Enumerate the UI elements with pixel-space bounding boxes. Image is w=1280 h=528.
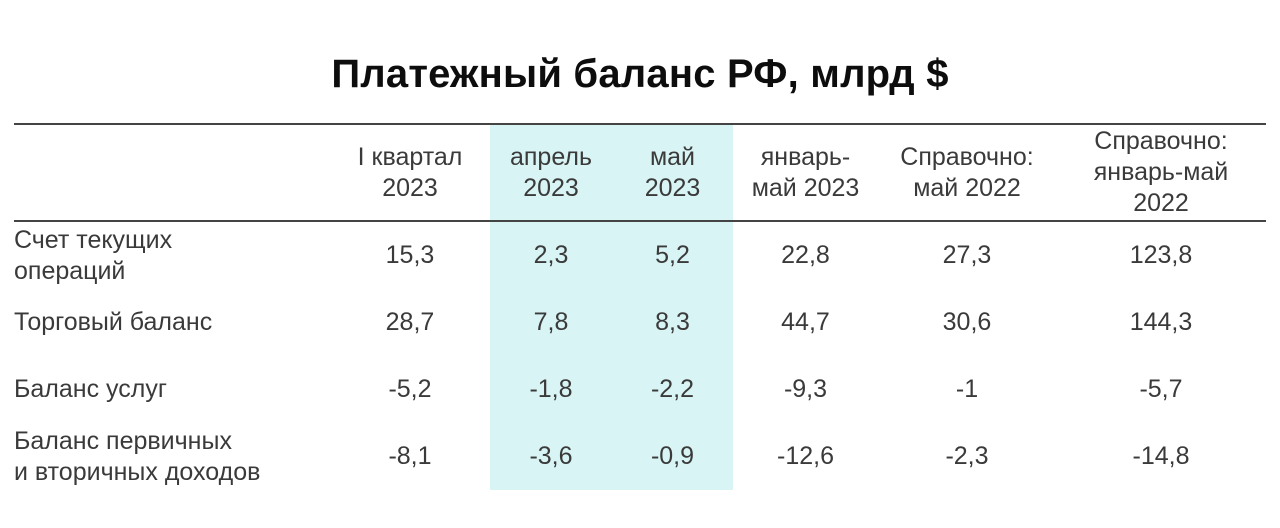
value-cell: 2,3 xyxy=(490,222,612,289)
column-header-may-2022: Справочно: май 2022 xyxy=(878,123,1056,222)
value-cell: 15,3 xyxy=(385,241,435,269)
value-cell: -1,8 xyxy=(490,356,612,423)
value-cell: -1 xyxy=(955,375,979,403)
column-header-april-2023: апрель 2023 xyxy=(490,123,612,222)
value-cell: 28,7 xyxy=(385,308,435,336)
value-cell: -9,3 xyxy=(783,375,828,403)
column-header-q1-2023: I квартал 2023 xyxy=(330,123,490,222)
row-label-services-balance: Баланс услуг xyxy=(14,375,167,403)
value-cell: -5,7 xyxy=(1139,375,1183,403)
page: Платежный баланс РФ, млрд $ I квартал 20… xyxy=(0,50,1280,528)
balance-table: I квартал 2023 апрель 2023 май 2023 янва… xyxy=(14,123,1266,490)
column-header-jan-may-2023: январь- май 2023 xyxy=(733,123,878,222)
row-label-current-account: Счет текущих операций xyxy=(14,225,173,285)
value-cell: 44,7 xyxy=(781,308,830,336)
column-header-may-2023: май 2023 xyxy=(612,123,733,222)
value-cell: 7,8 xyxy=(490,289,612,356)
value-cell: 22,8 xyxy=(781,241,830,269)
value-cell: 5,2 xyxy=(612,222,733,289)
row-label-primary-secondary-income: Баланс первичных и вторичных доходов xyxy=(14,426,261,486)
value-cell: -3,6 xyxy=(490,423,612,490)
row-label-trade-balance: Торговый баланс xyxy=(14,308,213,336)
value-cell: 123,8 xyxy=(1129,241,1193,269)
column-header-jan-may-2022: Справочно: январь-май 2022 xyxy=(1056,123,1266,222)
value-cell: 144,3 xyxy=(1129,308,1193,336)
value-cell: 27,3 xyxy=(942,241,992,269)
value-cell: 30,6 xyxy=(942,308,992,336)
value-cell: -14,8 xyxy=(1132,442,1190,470)
value-cell: -5,2 xyxy=(388,375,432,403)
value-cell: -2,2 xyxy=(612,356,733,423)
value-cell: -12,6 xyxy=(777,442,834,470)
value-cell: 8,3 xyxy=(612,289,733,356)
value-cell: -0,9 xyxy=(612,423,733,490)
value-cell: -2,3 xyxy=(945,442,989,470)
corner-cell xyxy=(14,123,330,222)
value-cell: -8,1 xyxy=(388,442,432,470)
page-title: Платежный баланс РФ, млрд $ xyxy=(331,52,949,96)
